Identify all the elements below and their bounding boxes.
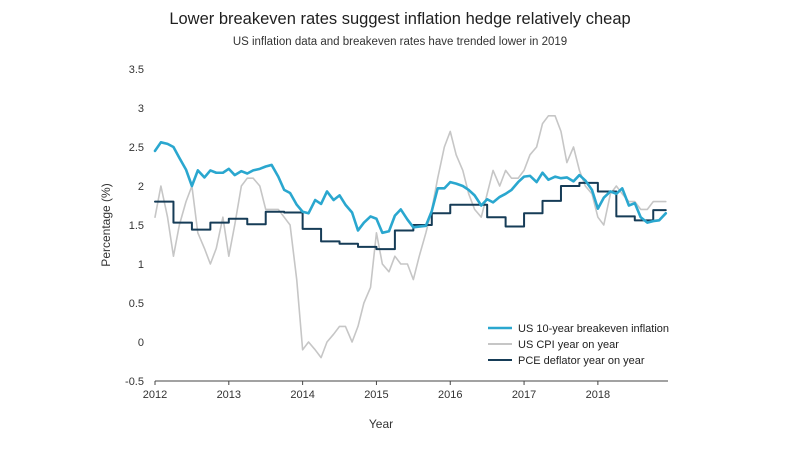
series-line-cpi [154, 115, 667, 359]
legend-label: US 10-year breakeven inflation [518, 323, 669, 335]
y-tick-label: 1 [138, 259, 144, 271]
y-tick-label: 3 [138, 103, 144, 115]
x-tick-label: 2013 [217, 389, 241, 401]
chart-subtitle: US inflation data and breakeven rates ha… [232, 36, 568, 48]
y-tick-label: 2 [138, 181, 144, 193]
x-tick-label: 2014 [290, 389, 314, 401]
legend-label: PCE deflator year on year [518, 355, 645, 367]
x-axis-ticks: 2012 2013 2014 2015 2016 2017 2018 [143, 381, 610, 401]
x-tick-label: 2015 [364, 389, 388, 401]
chart-title: Lower breakeven rates suggest inflation … [169, 10, 631, 28]
series-group [153, 115, 668, 359]
legend-label: US CPI year on year [518, 339, 619, 351]
y-tick-label: 0.5 [129, 298, 144, 310]
y-tick-label: 2.5 [129, 142, 144, 154]
y-tick-label: 1.5 [129, 220, 144, 232]
x-axis-title: Year [369, 417, 393, 431]
y-tick-label: 0 [138, 337, 144, 349]
y-tick-label: 3.5 [129, 64, 144, 76]
series-line-pce [154, 181, 667, 251]
y-axis-title: Percentage (%) [99, 183, 113, 266]
x-tick-label: 2017 [512, 389, 536, 401]
x-tick-label: 2016 [438, 389, 462, 401]
x-tick-label: 2012 [143, 389, 167, 401]
series-line-breakeven [153, 141, 668, 235]
y-axis-ticks: 3.5 3 2.5 2 1.5 1 0.5 0 -0.5 [125, 64, 144, 388]
legend: US 10-year breakeven inflation US CPI yea… [488, 323, 669, 367]
x-tick-label: 2018 [586, 389, 610, 401]
y-tick-label: -0.5 [125, 376, 144, 388]
